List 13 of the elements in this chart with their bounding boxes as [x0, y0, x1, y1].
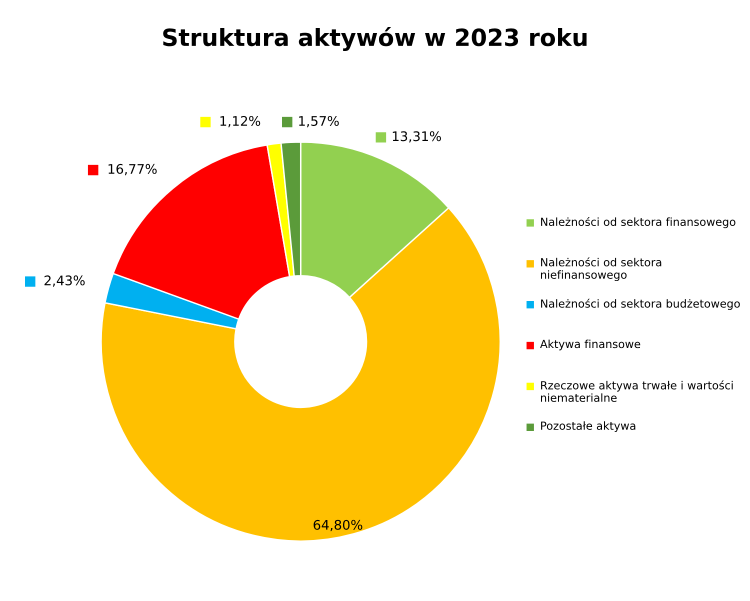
data-label: 64,80% — [314, 520, 362, 532]
legend-label: Rzeczowe aktywa trwałe i wartości niematerialne — [541, 380, 733, 402]
data-label: 2,43% — [44, 275, 85, 287]
legend-label: Pozostałe aktywa — [541, 421, 636, 432]
data-label: 13,31% — [392, 131, 441, 143]
legend-label: Należności od sektora budżetowego — [541, 298, 740, 310]
legend-label: Należności od sektora niefinansowego — [541, 257, 662, 282]
data-label: 16,77% — [108, 164, 157, 176]
data-label: 1,57% — [299, 116, 339, 128]
legend-label: Aktywa finansowe — [540, 340, 640, 350]
chart-title: Struktura aktywów w 2023 roku — [163, 27, 587, 52]
legend-label: Należności od sektora finansowego — [541, 216, 736, 228]
data-label: 1,12% — [220, 116, 260, 128]
